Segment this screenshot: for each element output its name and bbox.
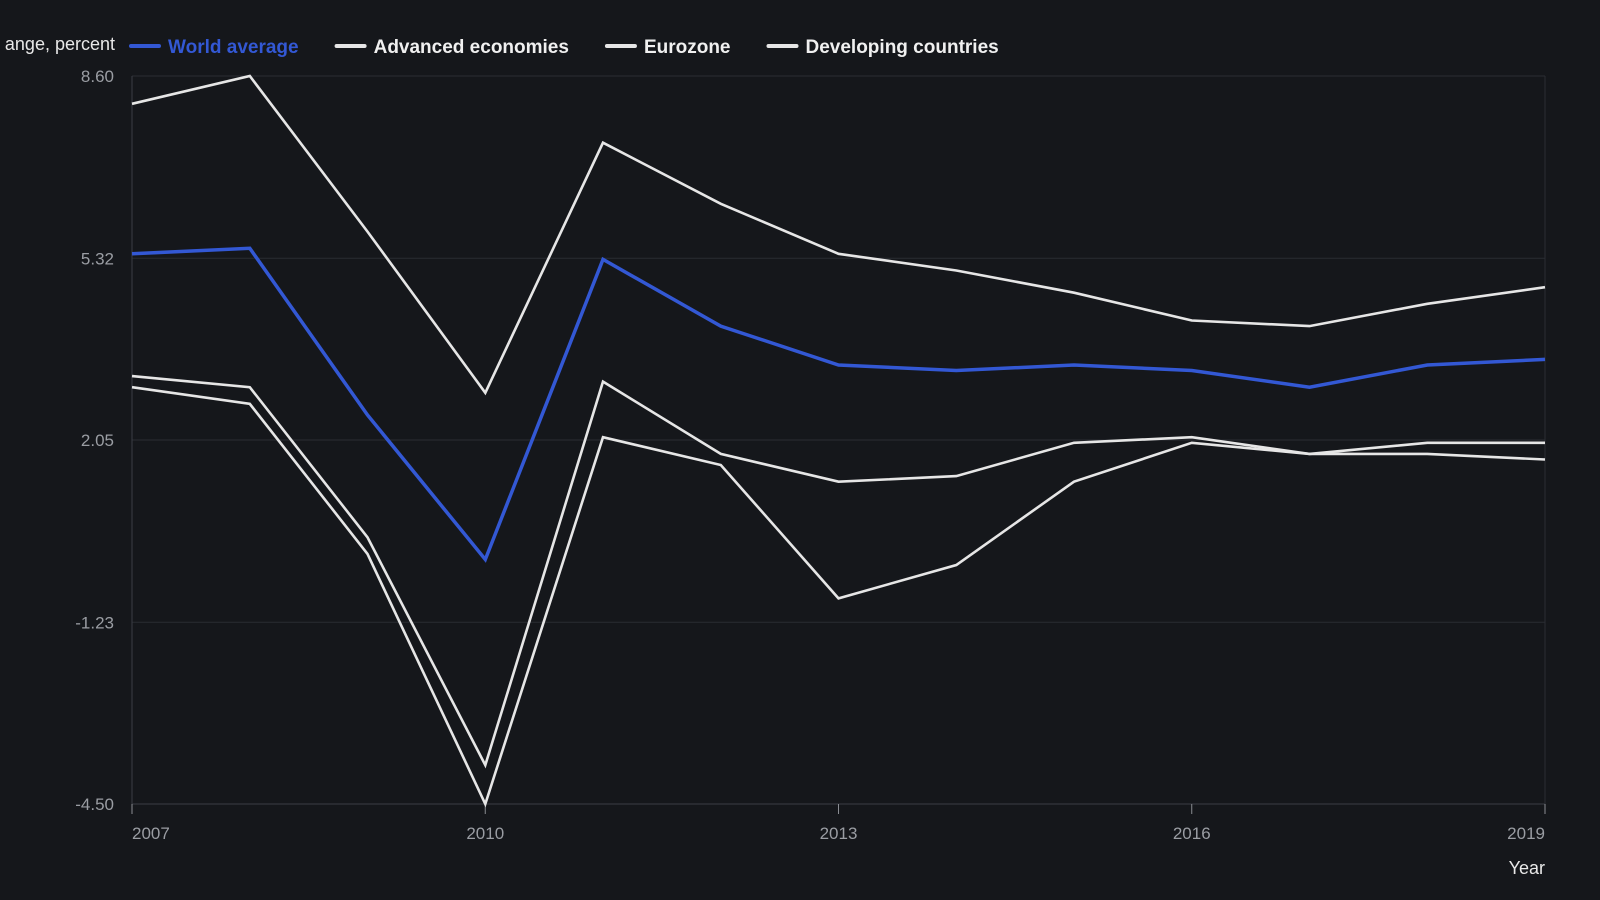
legend-item-advanced-economies[interactable]: Advanced economies: [374, 37, 569, 58]
x-tick-label: 2019: [1507, 824, 1545, 843]
y-tick-label: -1.23: [75, 613, 114, 632]
legend-item-developing-countries[interactable]: Developing countries: [806, 37, 999, 58]
x-tick-label: 2007: [132, 824, 170, 843]
x-axis-title: Year: [1509, 858, 1545, 878]
legend: World average Advanced economies Eurozone D…: [129, 37, 999, 58]
y-tick-label: 2.05: [81, 431, 114, 450]
legend-item-eurozone[interactable]: Eurozone: [644, 37, 731, 58]
x-tick-label: 2010: [466, 824, 504, 843]
legend-item-world-average[interactable]: World average: [168, 37, 299, 58]
series-line-advanced-economies: [131, 374, 1545, 769]
series-line-developing-countries: [131, 74, 1546, 396]
y-tick-label: 8.60: [81, 67, 114, 86]
y-tick-label: 5.32: [81, 249, 114, 268]
y-tick-label: -4.50: [75, 795, 114, 814]
axes: 8.60 5.32 2.05 -1.23 -4.50 2007 2010 2013 2016 20…: [75, 67, 1546, 843]
x-tick-label: 2016: [1173, 824, 1211, 843]
x-tick-label: 2013: [820, 824, 858, 843]
y-axis-title: ange, percent: [5, 34, 115, 54]
series-lines: [131, 74, 1546, 808]
grid: [132, 75, 1545, 805]
series-line-eurozone: [131, 385, 1546, 808]
series-line-world-average: [131, 246, 1546, 563]
